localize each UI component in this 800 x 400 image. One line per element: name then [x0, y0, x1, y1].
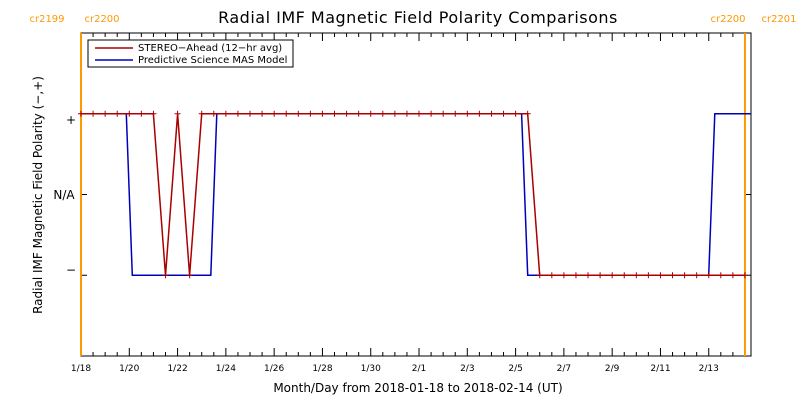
xtick-label-6: 1/30: [361, 364, 381, 374]
plot-frame: [80, 32, 752, 357]
legend-box: [87, 39, 294, 68]
legend: STEREO−Ahead (12−hr avg) Predictive Scie…: [87, 39, 294, 68]
legend-label-mas-model: Predictive Science MAS Model: [138, 55, 287, 66]
stereo-ahead-point-1: [90, 110, 97, 117]
stereo-ahead-point-54: [729, 272, 736, 279]
xtick-label-13: 2/13: [699, 364, 719, 374]
stereo-ahead-point-35: [500, 110, 507, 117]
ytick-label-na: N/A: [53, 188, 75, 202]
carrington-lines: [80, 33, 746, 356]
xtick-label-8: 2/3: [460, 364, 474, 374]
xtick-label-10: 2/7: [557, 364, 571, 374]
xtick-label-2: 1/22: [167, 364, 187, 374]
xtick-label-0: 1/18: [71, 364, 91, 374]
stereo-ahead-point-17: [283, 110, 290, 117]
xtick-label-9: 2/5: [508, 364, 522, 374]
stereo-ahead-point-42: [585, 272, 592, 279]
stereo-ahead-point-53: [717, 272, 724, 279]
stereo-ahead-point-40: [560, 272, 567, 279]
stereo-ahead-point-47: [645, 272, 652, 279]
y-tick-marks: [81, 113, 751, 276]
stereo-ahead-point-51: [693, 272, 700, 279]
stereo-ahead-point-16: [271, 110, 278, 117]
stereo-ahead-point-41: [572, 272, 579, 279]
stereo-ahead-point-21: [331, 110, 338, 117]
stereo-ahead-point-45: [621, 272, 628, 279]
stereo-ahead-point-52: [705, 272, 712, 279]
stereo-ahead-point-43: [597, 272, 604, 279]
stereo-ahead-point-26: [391, 110, 398, 117]
stereo-ahead-point-37: [524, 110, 531, 117]
x-tick-marks: [80, 33, 746, 356]
stereo-ahead-point-2: [102, 110, 109, 117]
stereo-ahead-point-4: [126, 110, 133, 117]
stereo-ahead-point-36: [512, 110, 519, 117]
stereo-ahead-point-31: [452, 110, 459, 117]
stereo-ahead-point-38: [536, 272, 543, 279]
x-axis-label: Month/Day from 2018-01-18 to 2018-02-14 …: [273, 381, 562, 395]
stereo-ahead-point-23: [355, 110, 362, 117]
cr-label-right-start: cr2200: [84, 14, 119, 25]
stereo-ahead-point-27: [403, 110, 410, 117]
stereo-ahead-point-24: [367, 110, 374, 117]
stereo-ahead-point-34: [488, 110, 495, 117]
stereo-ahead-point-3: [114, 110, 121, 117]
series-mas-model: [81, 113, 751, 277]
chart-title: Radial IMF Magnetic Field Polarity Compa…: [218, 8, 618, 27]
legend-label-stereo-ahead: STEREO−Ahead (12−hr avg): [138, 43, 282, 54]
stereo-ahead-point-5: [138, 110, 145, 117]
stereo-ahead-point-7: [162, 272, 169, 279]
stereo-ahead-point-29: [428, 110, 435, 117]
stereo-ahead-point-49: [669, 272, 676, 279]
y-axis-label: Radial IMF Magnetic Field Polarity (−,+): [31, 76, 45, 314]
stereo-ahead-point-46: [633, 272, 640, 279]
xtick-label-1: 1/20: [119, 364, 139, 374]
stereo-ahead-point-55: [741, 272, 748, 279]
stereo-ahead-point-39: [548, 272, 555, 279]
xtick-label-12: 2/11: [650, 364, 670, 374]
stereo-ahead-point-8: [174, 110, 181, 117]
xtick-label-11: 2/9: [605, 364, 620, 374]
stereo-ahead-point-9: [186, 272, 193, 279]
stereo-ahead-point-12: [222, 110, 229, 117]
xtick-label-4: 1/26: [264, 364, 284, 374]
stereo-ahead-point-50: [681, 272, 688, 279]
xtick-label-5: 1/28: [312, 364, 332, 374]
stereo-ahead-point-10: [198, 110, 205, 117]
stereo-ahead-point-0: [78, 110, 84, 117]
ytick-label-plus: +: [66, 113, 76, 127]
stereo-ahead-point-22: [343, 110, 350, 117]
cr-label-left-start: cr2199: [29, 14, 64, 25]
series-stereo-ahead: [78, 110, 748, 279]
stereo-ahead-point-19: [307, 110, 314, 117]
cr-label-left-end: cr2200: [710, 14, 745, 25]
stereo-ahead-point-18: [295, 110, 302, 117]
stereo-ahead-point-25: [379, 110, 386, 117]
xtick-label-7: 2/1: [412, 364, 426, 374]
cr-label-right-end: cr2201: [761, 14, 796, 25]
stereo-ahead-point-44: [609, 272, 616, 279]
stereo-ahead-point-33: [476, 110, 483, 117]
mas-model-line: [81, 113, 751, 277]
stereo-ahead-point-20: [319, 110, 326, 117]
stereo-ahead-point-11: [210, 110, 217, 117]
stereo-ahead-point-13: [234, 110, 241, 117]
stereo-ahead-point-14: [247, 110, 254, 117]
stereo-ahead-point-30: [440, 110, 447, 117]
stereo-ahead-point-15: [259, 110, 266, 117]
stereo-ahead-point-6: [150, 110, 157, 117]
x-tick-labels: 1/18 1/20 1/22 1/24 1/26 1/28 1/30 2/1 2/3 2/5 2/7…: [71, 364, 719, 374]
stereo-ahead-point-28: [416, 110, 423, 117]
xtick-label-3: 1/24: [216, 364, 236, 374]
stereo-ahead-point-48: [657, 272, 664, 279]
stereo-ahead-line: [81, 113, 745, 277]
ytick-label-minus: −: [66, 263, 76, 277]
stereo-ahead-point-32: [464, 110, 471, 117]
